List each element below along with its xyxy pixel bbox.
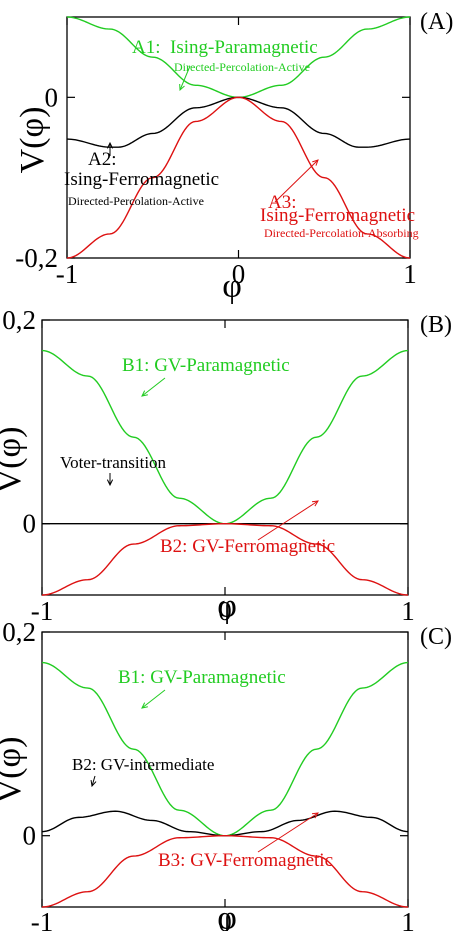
curve-B3 [41, 834, 409, 908]
curve-A2 [66, 96, 411, 148]
x-tick-label: 0 [218, 907, 232, 931]
annotation-A1-line: A1: [132, 37, 161, 58]
annotation-B2-line: B2: GV-intermediate [72, 755, 214, 774]
annotation-A2-arrowhead [106, 141, 114, 149]
y-axis-label: V(φ) [0, 737, 28, 804]
curve-A3 [66, 96, 411, 259]
annotation-B1-line: B1: GV-Paramagnetic [122, 355, 290, 376]
y-tick-label: 0 [23, 509, 37, 539]
annotation-A2-line: Directed-Percolation-Active [68, 194, 204, 208]
annotation-A3-arrow [274, 159, 319, 203]
annotation-B1-arrowhead [141, 390, 148, 397]
annotation-B3-arrowhead [311, 812, 319, 819]
x-axis-label: φ [222, 268, 242, 305]
annotation-B1-arrow [141, 689, 166, 709]
annotation-B2-arrow [257, 500, 319, 541]
y-tick-label: 0 [23, 821, 37, 851]
x-tick-label: -1 [56, 259, 79, 289]
annotation-B1-arrow [141, 377, 166, 397]
x-tick-label: 0 [232, 259, 246, 289]
annotation-B1-line: B1: GV-Paramagnetic [118, 667, 286, 688]
annotation-A1-arrowhead [179, 83, 185, 92]
x-axis-label: φ [217, 588, 237, 625]
annotation-A3-line: Ising-Ferromagnetic [260, 205, 415, 226]
annotation-B2-arrow [91, 775, 96, 787]
x-tick-label: 1 [403, 259, 417, 289]
y-tick-label: 0,2 [2, 305, 36, 335]
annotation-voter-line: Voter-transition [60, 453, 167, 472]
panel-tag: (B) [420, 312, 452, 338]
annotation-B2-arrowhead [311, 500, 319, 507]
annotation-voter-arrowhead [106, 479, 114, 487]
annotation-B3-line: B3: GV-Ferromagnetic [158, 850, 333, 871]
y-axis-label: V(φ) [14, 107, 51, 174]
x-tick-label: -1 [31, 596, 54, 626]
panel-tag: (C) [420, 624, 452, 650]
annotation-B2-arrowhead [90, 779, 97, 788]
curve-B1 [41, 661, 409, 837]
y-tick-label: 0,2 [2, 617, 36, 647]
y-axis-label: V(φ) [0, 427, 28, 494]
x-tick-label: 1 [401, 596, 415, 626]
x-tick-label: -1 [31, 907, 54, 931]
annotation-A2-line: Ising-Ferromagnetic [64, 169, 219, 190]
annotation-B1-arrowhead [141, 702, 148, 709]
annotation-A1-line: Ising-Paramagnetic [170, 37, 318, 58]
panel-1: -1 0 1 0 -0,2 φ V(φ) (A) A1: Ising-Paramagnetic Di… [14, 9, 453, 305]
x-axis-label: φ [217, 900, 237, 931]
annotation-A1-line: Directed-Percolation-Active [174, 60, 310, 74]
annotation-A3-line: A3: [268, 192, 297, 213]
annotation-B2-line: B2: GV-Ferromagnetic [160, 536, 335, 557]
x-tick-label: 1 [401, 907, 415, 931]
curve-B2 [41, 522, 409, 596]
annotation-A1-arrow [179, 65, 191, 91]
annotation-A3-line: Directed-Percolation-Absorbing [264, 226, 419, 240]
y-tick-label: -0,2 [15, 243, 58, 273]
x-tick-label: 0 [218, 596, 232, 626]
panel-tag: (A) [420, 9, 453, 35]
y-tick-label: 0 [45, 82, 59, 112]
curve-B2 [41, 810, 409, 837]
annotation-B3-arrow [257, 812, 319, 853]
annotation-A2-line: A2: [88, 149, 117, 170]
annotation-A3-arrowhead [312, 159, 319, 166]
curve-B1 [41, 349, 409, 525]
